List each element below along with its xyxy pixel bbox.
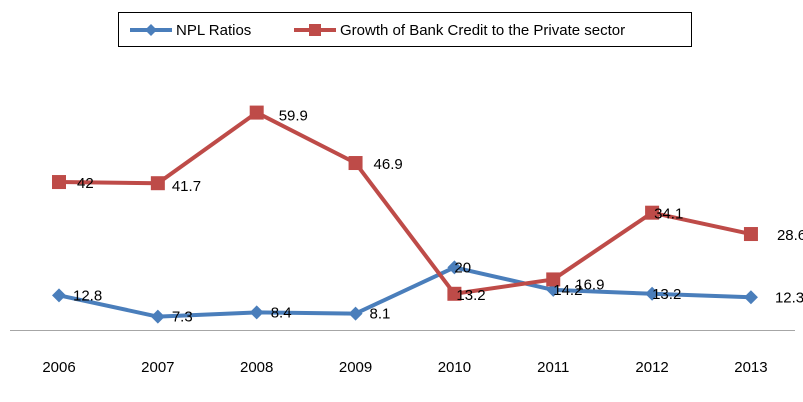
series-1-label-2010: 13.2 [456,287,485,304]
series-0-point-2007 [150,309,165,324]
series-1-label-2011: 16.9 [575,276,604,293]
series-1-label-2007: 41.7 [172,178,201,195]
x-tick-label-2012: 2012 [635,359,668,376]
series-1-point-2011 [546,272,561,287]
series-0-label-2011: 14.2 [553,282,582,299]
legend-marker-credit-growth [309,24,321,36]
series-1-point-2007 [150,176,165,191]
x-tick-label-2006: 2006 [42,359,75,376]
series-1-label-2008: 59.9 [279,108,308,125]
x-tick-label-2011: 2011 [537,359,569,376]
series-0-label-2010: 20 [454,259,471,276]
series-0-label-2009: 8.1 [370,306,391,323]
series-0-point-2013 [743,290,758,305]
series-0-label-2012: 13.2 [652,286,681,303]
data-labels: 12.8 7.3 8.4 8.1 20 14.2 13.2 12.3 42 41.7 59.9 46.… [73,108,803,326]
series-0-label-2008: 8.4 [271,304,292,321]
series-1-point-2010 [447,286,462,301]
series-1-point-2012 [645,205,660,220]
legend-entry-npl: NPL Ratios [130,22,251,39]
series-1-point-2009 [348,156,363,171]
series-0-point-2012 [645,286,660,301]
plot-area [52,105,758,324]
series-0-point-2009 [348,306,363,321]
series-1-point-2008 [249,105,264,120]
series-0-point-2010 [447,260,462,275]
series-1-label-2012: 34.1 [654,206,683,223]
x-tick-label-2010: 2010 [438,359,471,376]
series-0-point-2008 [249,305,264,320]
legend-label-npl: NPL Ratios [176,22,251,39]
series-1-point-2006 [52,175,66,190]
legend-box [118,12,692,47]
series-1-label-2013: 28.6 [777,227,803,244]
series-0-label-2013: 12.3 [775,289,803,306]
x-tick-label-2008: 2008 [240,359,273,376]
x-tick-label-2007: 2007 [141,359,174,376]
legend-entry-credit-growth: Growth of Bank Credit to the Private sec… [294,22,625,39]
legend-marker-npl [145,24,157,36]
series-line-0 [58,265,752,319]
series-line-1 [58,110,752,296]
series-0-label-2006: 12.8 [73,287,102,304]
x-tick-label-2013: 2013 [734,359,767,376]
legend-label-credit-growth: Growth of Bank Credit to the Private sec… [340,22,625,39]
legend: NPL Ratios Growth of Bank Credit to the … [118,12,692,47]
series-0-point-2006 [52,288,66,303]
series-1-label-2009: 46.9 [374,156,403,173]
series-0-label-2007: 7.3 [172,309,193,326]
x-tick-label-2009: 2009 [339,359,372,376]
x-axis-tick-labels: 2006 2007 2008 2009 2010 2011 2012 2013 [42,359,767,376]
series-1-label-2006: 42 [77,175,94,192]
series-1-point-2013 [743,227,758,242]
